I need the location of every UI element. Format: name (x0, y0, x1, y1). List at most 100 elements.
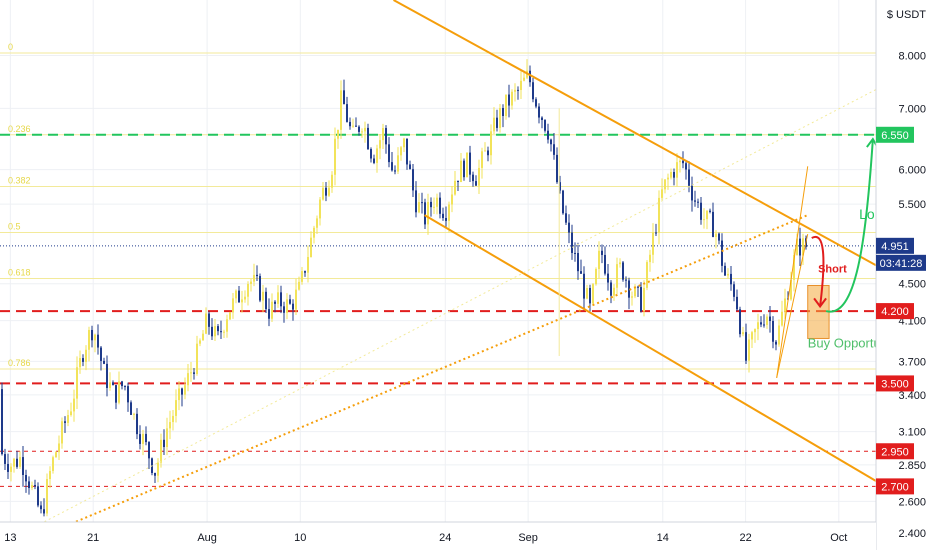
candle-body (547, 130, 549, 140)
candle-body (628, 280, 630, 298)
fib-level-label: 0.236 (8, 124, 31, 134)
short-label: Short (818, 263, 847, 275)
candle-body (277, 292, 279, 304)
candle-body (223, 331, 225, 333)
candle-body (694, 200, 696, 202)
fib-level-label: 0.786 (8, 358, 31, 368)
fib-level-label: 0.382 (8, 175, 31, 185)
candle-body (382, 128, 384, 141)
candle-body (517, 89, 519, 91)
candle-body (475, 181, 477, 186)
candle-body (700, 202, 702, 220)
candle-body (577, 253, 579, 272)
price-tick-label: 7.000 (898, 103, 926, 115)
candle-body (571, 232, 573, 253)
candle-body (703, 219, 705, 221)
candle-body (688, 169, 690, 186)
candle-body (799, 238, 801, 256)
candle-body (559, 182, 561, 191)
candle-body (520, 80, 522, 90)
time-axis[interactable]: 13 21 Aug 10 24 Sep 14 22 Oct (0, 521, 876, 550)
candle-body (208, 313, 210, 327)
fib-level-label: 0.618 (8, 267, 31, 277)
candle-body (25, 474, 27, 482)
candle-body (643, 287, 645, 312)
candle-body (19, 457, 21, 467)
candle-body (469, 152, 471, 175)
candle-body (286, 299, 288, 313)
time-tick-label: 24 (439, 532, 451, 544)
candle-body (772, 320, 774, 342)
candle-body (481, 151, 483, 168)
candle-body (709, 210, 711, 212)
candle-body (271, 301, 273, 319)
price-tag-text: 4.200 (881, 306, 909, 318)
candle-body (340, 90, 342, 130)
countdown-tag-text: 03:41:28 (880, 258, 923, 270)
candle-body (40, 505, 42, 510)
candle-body (103, 360, 105, 364)
candle-body (406, 138, 408, 165)
candle-body (325, 187, 327, 196)
candle-body (460, 160, 462, 183)
candle-body (625, 279, 627, 281)
long-arrow (825, 138, 874, 313)
candle-body (247, 283, 249, 297)
candle-body (361, 131, 363, 133)
price-tag-text: 2.700 (881, 481, 909, 493)
candle-body (718, 233, 720, 241)
candle-body (22, 457, 24, 475)
candle-body (61, 421, 63, 444)
candle-body (472, 174, 474, 182)
candle-body (544, 120, 546, 131)
candle-body (607, 273, 609, 283)
candle-body (88, 329, 90, 350)
candle-body (415, 190, 417, 213)
candle-body (187, 373, 189, 386)
candle-body (202, 333, 204, 341)
candle-body (115, 385, 117, 403)
candle-body (97, 334, 99, 348)
candle-body (784, 298, 786, 312)
candle-body (307, 256, 309, 273)
candle-body (634, 286, 636, 297)
price-axis[interactable]: $ USDT 8.0007.0006.0005.5004.5004.1003.7… (875, 0, 932, 550)
candle-body (241, 299, 243, 303)
candle-body (91, 329, 93, 341)
fib-level-label: 0 (8, 42, 13, 52)
candle-body (424, 202, 426, 225)
candle-body (667, 177, 669, 180)
candle-body (199, 340, 201, 344)
candle-body (121, 381, 123, 387)
candle-body (256, 274, 258, 277)
candle-body (352, 125, 354, 127)
candle-body (313, 227, 315, 238)
candle-body (358, 126, 360, 132)
candle-body (229, 312, 231, 320)
candle-body (262, 291, 264, 301)
horizontal-levels (0, 133, 876, 487)
price-tick-label: 3.100 (898, 427, 926, 439)
candle-body (316, 218, 318, 228)
time-tick-label: 22 (739, 532, 751, 544)
candle-body (502, 107, 504, 117)
price-tick-label: 3.700 (898, 356, 926, 368)
candle-body (724, 265, 726, 276)
candle-body (94, 334, 96, 341)
candle-body (64, 421, 66, 423)
candle-body (670, 171, 672, 178)
candle-body (253, 274, 255, 282)
candle-body (181, 388, 183, 395)
time-tick-label: 13 (4, 532, 16, 544)
candle-body (553, 144, 555, 155)
time-tick-label: 21 (87, 532, 99, 544)
candle-body (754, 329, 756, 333)
candle-body (499, 107, 501, 128)
price-tag-text: 3.500 (881, 378, 909, 390)
candle-body (556, 154, 558, 183)
candle-body (604, 254, 606, 274)
candle-body (448, 204, 450, 221)
price-tick-label: 2.600 (898, 496, 926, 508)
